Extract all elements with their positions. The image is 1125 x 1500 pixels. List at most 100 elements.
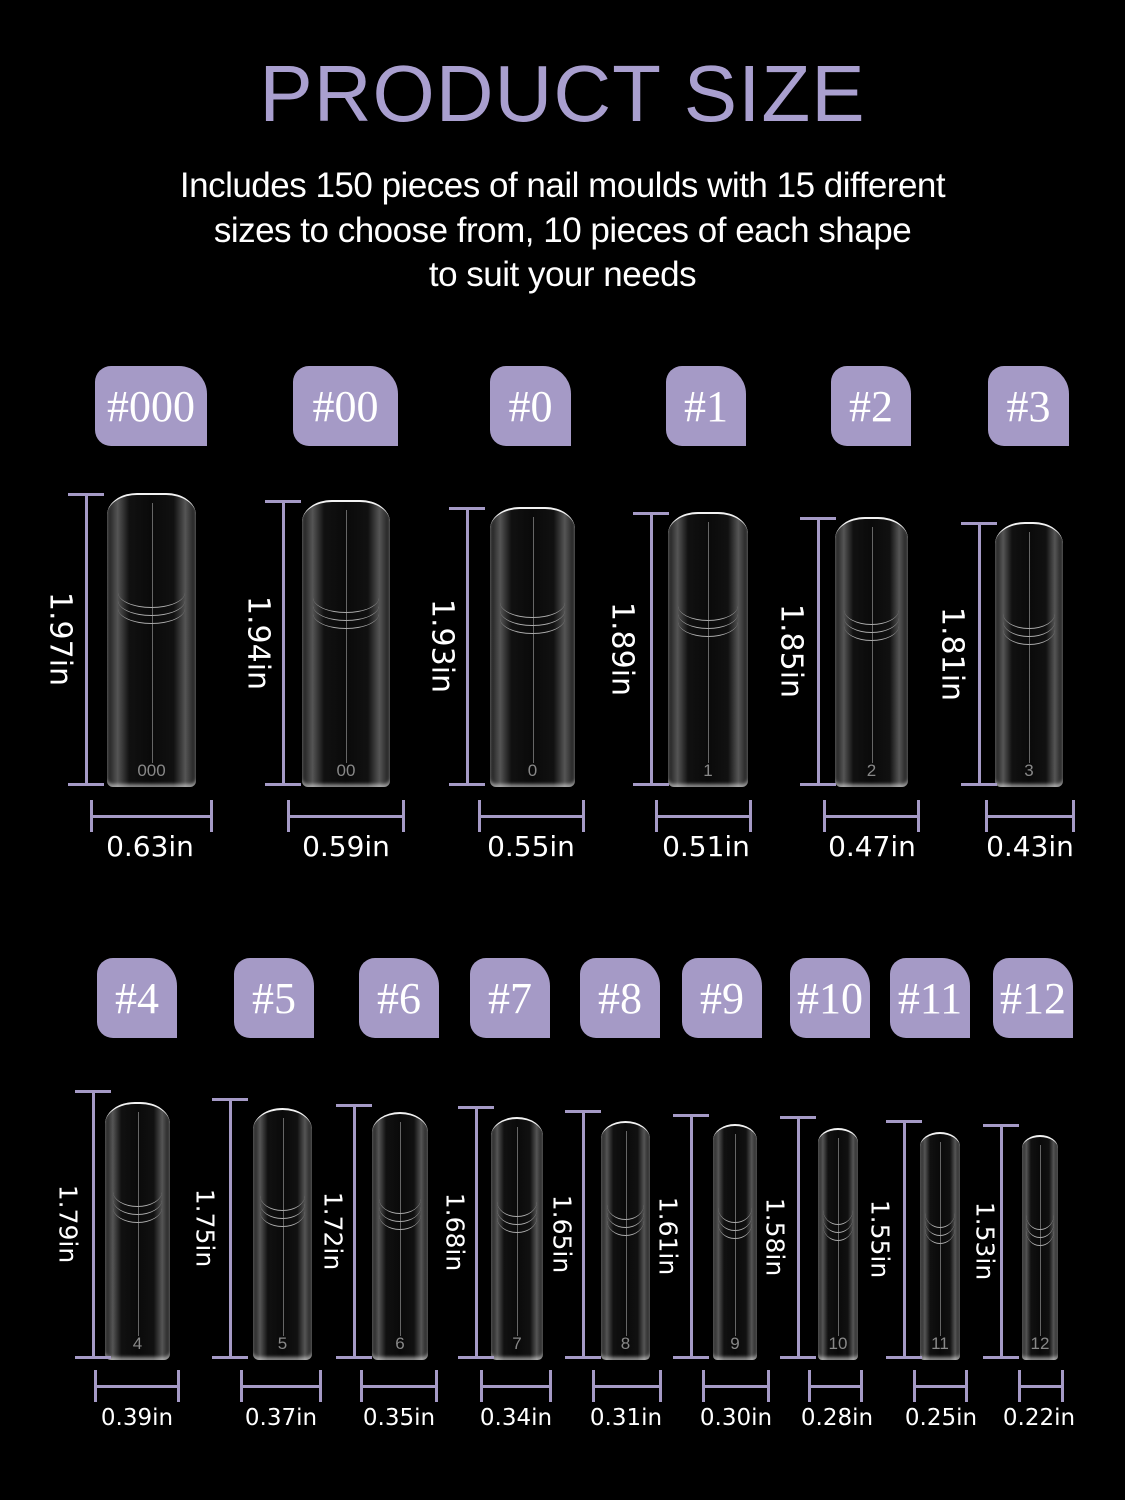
size-label: #8 [580,958,660,1038]
nail-size-number: 8 [620,1334,631,1353]
width-dimension-cap [860,1370,863,1402]
width-dimension-cap [767,1370,770,1402]
width-dimension-cap [1072,800,1075,832]
width-dimension-line [702,1385,770,1388]
size-label: #9 [682,958,762,1038]
width-dimension-cap [1061,1370,1064,1402]
width-dimension-cap [94,1370,97,1402]
nail-center-line [151,503,153,763]
width-dimension-cap [402,800,405,832]
length-value: 1.61in [653,1196,683,1276]
length-value: 1.72in [318,1191,348,1271]
length-dimension-line [690,1114,693,1358]
nail-size-number: 2 [866,761,877,780]
nail-curve-line [843,610,900,642]
nail-curve-line [718,1208,752,1239]
nail-size-number: 0 [527,761,538,780]
length-dimension-cap [633,783,669,786]
width-dimension-cap [210,800,213,832]
width-value: 0.30in [699,1405,773,1431]
length-dimension-cap [212,1098,248,1101]
length-dimension-line [1000,1124,1003,1358]
length-value: 1.58in [760,1197,790,1277]
width-dimension-line [478,815,585,818]
length-dimension-cap [800,517,836,520]
length-dimension-line [229,1098,232,1358]
width-dimension-cap [287,800,290,832]
length-value: 1.65in [547,1194,577,1274]
width-dimension-line [823,815,920,818]
nail-tip-image: 0 [490,507,575,787]
nail-tip-image: 9 [713,1124,757,1360]
length-dimension-cap [983,1356,1019,1359]
width-dimension-cap [749,800,752,832]
nail-tip-image: 7 [491,1117,543,1360]
size-label: #00 [293,366,398,446]
nail-center-line [282,1118,284,1336]
width-dimension-cap [319,1370,322,1402]
size-label: #000 [95,366,207,446]
length-dimension-cap [961,522,997,525]
length-dimension-cap [68,783,104,786]
width-dimension-cap [702,1370,705,1402]
width-dimension-cap [655,800,658,832]
width-dimension-line [90,815,213,818]
width-value: 0.34in [479,1405,553,1431]
size-label: #3 [988,366,1069,446]
nail-size-number: 000 [137,761,166,780]
size-label: #0 [490,366,571,446]
width-value: 0.22in [1002,1405,1076,1431]
width-dimension-line [808,1385,863,1388]
nail-curve-line [497,1202,537,1234]
width-dimension-line [360,1385,438,1388]
length-dimension-cap [673,1356,709,1359]
length-dimension-cap [961,783,997,786]
width-dimension-line [592,1385,662,1388]
nail-tip-image: 10 [818,1128,858,1360]
nail-tip-image: 5 [253,1108,312,1360]
width-dimension-cap [985,800,988,832]
length-value: 1.68in [440,1192,470,1272]
nail-curve-line [500,603,565,634]
nail-curve-line [260,1196,305,1227]
size-label: #2 [831,366,911,446]
nail-center-line [708,522,709,763]
width-dimension-cap [240,1370,243,1402]
width-value: 0.55in [487,830,575,863]
nail-curve-line [117,593,186,624]
nail-center-line [871,527,873,763]
length-dimension-cap [886,1120,922,1123]
nail-center-line [137,1112,139,1336]
width-value: 0.28in [800,1405,874,1431]
length-value: 1.89in [604,601,640,696]
size-label: #5 [234,958,314,1038]
nail-tip-image: 000 [107,493,196,787]
nail-size-number: 9 [730,1334,740,1353]
width-value: 0.35in [362,1405,436,1431]
nail-curve-line [822,1210,854,1242]
length-value: 1.97in [42,591,78,687]
size-label: #11 [890,958,970,1038]
size-label: #6 [359,958,439,1038]
length-dimension-cap [449,507,485,510]
width-dimension-line [913,1385,968,1388]
length-dimension-cap [673,1114,709,1117]
width-value: 0.63in [106,830,194,863]
width-dimension-cap [808,1370,811,1402]
nail-tip-image: 6 [372,1112,428,1360]
width-value: 0.51in [662,830,750,863]
length-value: 1.79in [53,1184,83,1264]
width-dimension-cap [435,1370,438,1402]
width-dimension-cap [549,1370,552,1402]
width-value: 0.47in [828,830,916,863]
length-dimension-line [466,507,469,785]
width-dimension-line [287,815,405,818]
width-value: 0.31in [589,1405,663,1431]
width-dimension-cap [1018,1370,1021,1402]
nail-tip-image: 00 [302,500,390,787]
width-dimension-cap [177,1370,180,1402]
size-label: #1 [666,366,746,446]
nail-curve-line [112,1192,163,1223]
nail-curve-line [606,1205,645,1237]
nail-size-number: 6 [395,1334,405,1353]
